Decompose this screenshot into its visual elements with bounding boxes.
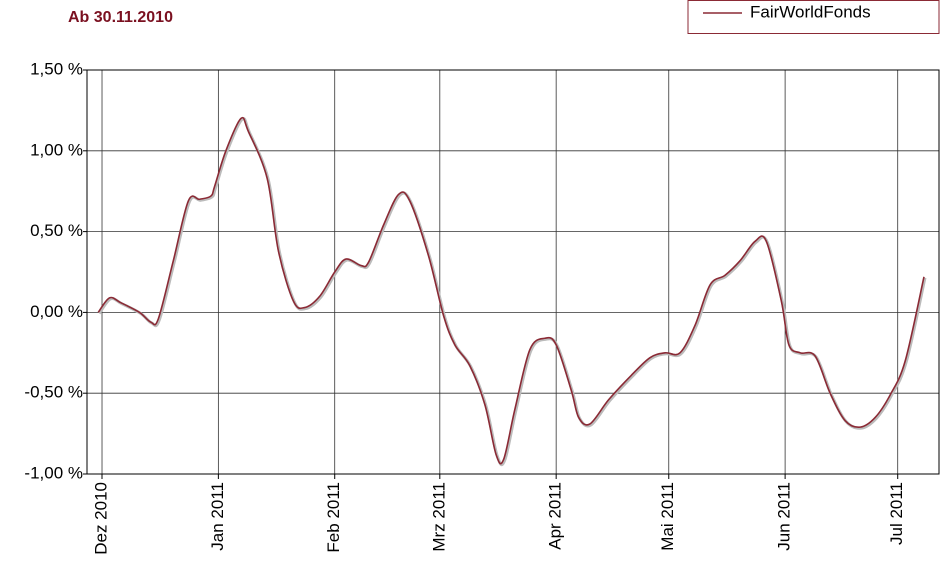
y-tick-label: 0,00 % <box>30 302 83 321</box>
x-tick-label: Apr 2011 <box>546 482 565 550</box>
y-tick-label: -0,50 % <box>24 383 83 402</box>
x-tick-label: Dez 2010 <box>91 482 110 555</box>
x-tick-label: Jan 2011 <box>208 482 227 551</box>
plot-border <box>86 69 940 475</box>
x-tick-label: Mrz 2011 <box>429 482 448 552</box>
line-shadow <box>98 117 927 467</box>
x-tick-label: Jun 2011 <box>775 482 794 551</box>
y-tick-label: 1,50 % <box>30 59 83 78</box>
y-tick-label: -1,00 % <box>24 463 83 482</box>
legend-box <box>687 0 940 34</box>
y-tick-label: 1,00 % <box>30 140 83 159</box>
line <box>97 116 925 465</box>
x-tick-label: Mai 2011 <box>658 482 677 551</box>
chart-title: Ab 30.11.2010 <box>68 9 173 26</box>
x-tick-label: Feb 2011 <box>324 482 343 553</box>
x-tick-label: Jul 2011 <box>887 482 906 545</box>
y-tick-label: 0,50 % <box>30 221 83 240</box>
legend-label: FairWorldFonds <box>750 2 871 21</box>
